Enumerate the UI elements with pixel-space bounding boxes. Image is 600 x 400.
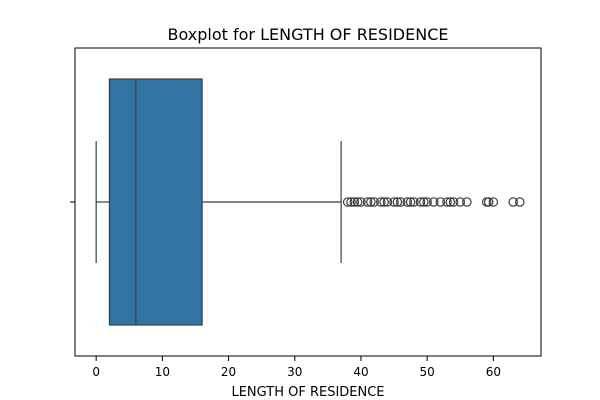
- outlier-point: [435, 197, 446, 207]
- outlier-point: [356, 197, 366, 207]
- outlier-point: [445, 197, 456, 207]
- outlier-point: [369, 197, 379, 207]
- outlier-point: [488, 197, 499, 207]
- outlier-point: [402, 197, 413, 207]
- outlier-point: [448, 197, 459, 207]
- outlier-point: [366, 197, 376, 207]
- outlier-point: [422, 197, 432, 207]
- x-tick-label: 50: [420, 365, 435, 379]
- outlier-point: [405, 197, 416, 207]
- outlier-point: [455, 197, 466, 207]
- outlier-point: [376, 197, 386, 207]
- outlier-point: [395, 197, 406, 207]
- outlier-point: [389, 197, 399, 207]
- x-tick-label: 10: [155, 365, 170, 379]
- outliers-group: [342, 197, 525, 207]
- x-axis-ticks: 0 10 20 30 40 50 60: [92, 356, 501, 379]
- x-axis-label: LENGTH OF RESIDENCE: [231, 385, 384, 400]
- outlier-point: [392, 197, 403, 207]
- outlier-point: [428, 197, 439, 207]
- outlier-point: [508, 197, 518, 207]
- x-tick-label: 0: [92, 365, 100, 379]
- outlier-point: [342, 197, 353, 207]
- outlier-point: [379, 197, 389, 207]
- outlier-point: [442, 197, 452, 207]
- box-group: [95, 78, 342, 326]
- outlier-point: [415, 197, 426, 207]
- x-tick-label: 30: [287, 365, 302, 379]
- outlier-point: [349, 197, 360, 207]
- outlier-point: [382, 197, 393, 207]
- x-tick-label: 20: [221, 365, 236, 379]
- x-tick-label: 40: [353, 365, 368, 379]
- outlier-point: [409, 197, 419, 207]
- outlier-point: [346, 197, 356, 207]
- x-tick-label: 60: [486, 365, 501, 379]
- outlier-point: [352, 197, 363, 207]
- outlier-point: [419, 197, 429, 207]
- outlier-point: [362, 197, 373, 207]
- outlier-point: [483, 197, 494, 207]
- outlier-point: [462, 197, 472, 207]
- outlier-point: [515, 197, 525, 207]
- chart-title: Boxplot for LENGTH OF RESIDENCE: [168, 25, 449, 44]
- iqr-box: [108, 78, 203, 326]
